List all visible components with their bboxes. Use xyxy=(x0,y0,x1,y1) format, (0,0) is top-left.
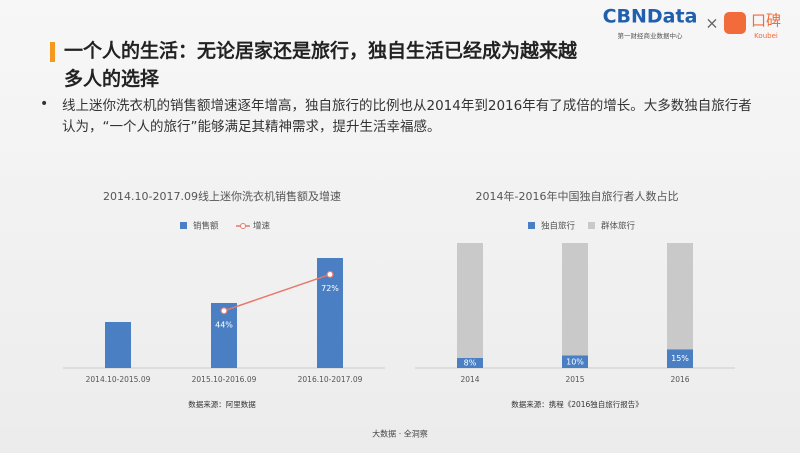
chart-title: 2014.10-2017.09线上迷你洗衣机销售额及增速 xyxy=(103,189,341,203)
source: 数据来源：携程《2016独自旅行报告》 xyxy=(511,399,643,409)
bar-segment xyxy=(457,243,483,358)
growth-point xyxy=(220,307,228,315)
bar-segment xyxy=(667,243,693,350)
x-tick-label: 2014.10-2015.09 xyxy=(86,375,151,384)
bar-segment xyxy=(562,355,588,368)
partner-sub: Koubei xyxy=(754,32,778,40)
slide-title: 一个人的生活：无论居家还是旅行，独自生活已经成为越来越多人的选择 xyxy=(64,40,578,90)
growth-point xyxy=(326,270,334,278)
legend-label: 增速 xyxy=(253,221,271,232)
value-label: 44% xyxy=(215,320,233,329)
logo-separator: × xyxy=(705,14,718,33)
bar-segment xyxy=(562,243,588,356)
bullet-text: 线上迷你洗衣机的销售额增速逐年增高，独自旅行的比例也从2014年到2016年有了… xyxy=(62,98,752,135)
growth-line xyxy=(223,273,331,312)
legend-label: 群体旅行 xyxy=(601,221,636,232)
x-tick-label: 2015 xyxy=(565,375,584,384)
bar xyxy=(105,322,131,368)
partner-logo: 口碑 xyxy=(751,12,781,30)
bullet-dot: • xyxy=(40,96,49,112)
x-tick-label: 2016 xyxy=(670,375,689,384)
chart-title: 2014年-2016年中国独自旅行者人数占比 xyxy=(476,189,679,203)
bar-segment xyxy=(667,349,693,368)
x-tick-label: 2016.10-2017.09 xyxy=(298,375,363,384)
legend-swatch xyxy=(528,222,535,229)
legend-swatch xyxy=(588,222,595,229)
footer: 大数据 · 全洞察 xyxy=(372,429,428,439)
value-label: 10% xyxy=(566,357,584,366)
x-tick-label: 2014 xyxy=(460,375,479,384)
value-label: 72% xyxy=(321,284,339,293)
logo: CBNData xyxy=(603,6,698,28)
value-label: 15% xyxy=(671,354,689,363)
x-tick-label: 2015.10-2016.09 xyxy=(192,375,257,384)
legend-label: 独自旅行 xyxy=(541,221,576,232)
source: 数据来源：阿里数据 xyxy=(188,399,256,409)
legend-swatch xyxy=(180,222,187,229)
value-label: 8% xyxy=(464,359,477,368)
legend-marker xyxy=(240,223,246,229)
bar-segment xyxy=(457,358,483,368)
title-accent xyxy=(50,42,55,62)
legend-label: 销售额 xyxy=(193,221,219,232)
logo-sub: 第一财经商业数据中心 xyxy=(618,31,684,40)
partner-icon xyxy=(724,12,746,34)
